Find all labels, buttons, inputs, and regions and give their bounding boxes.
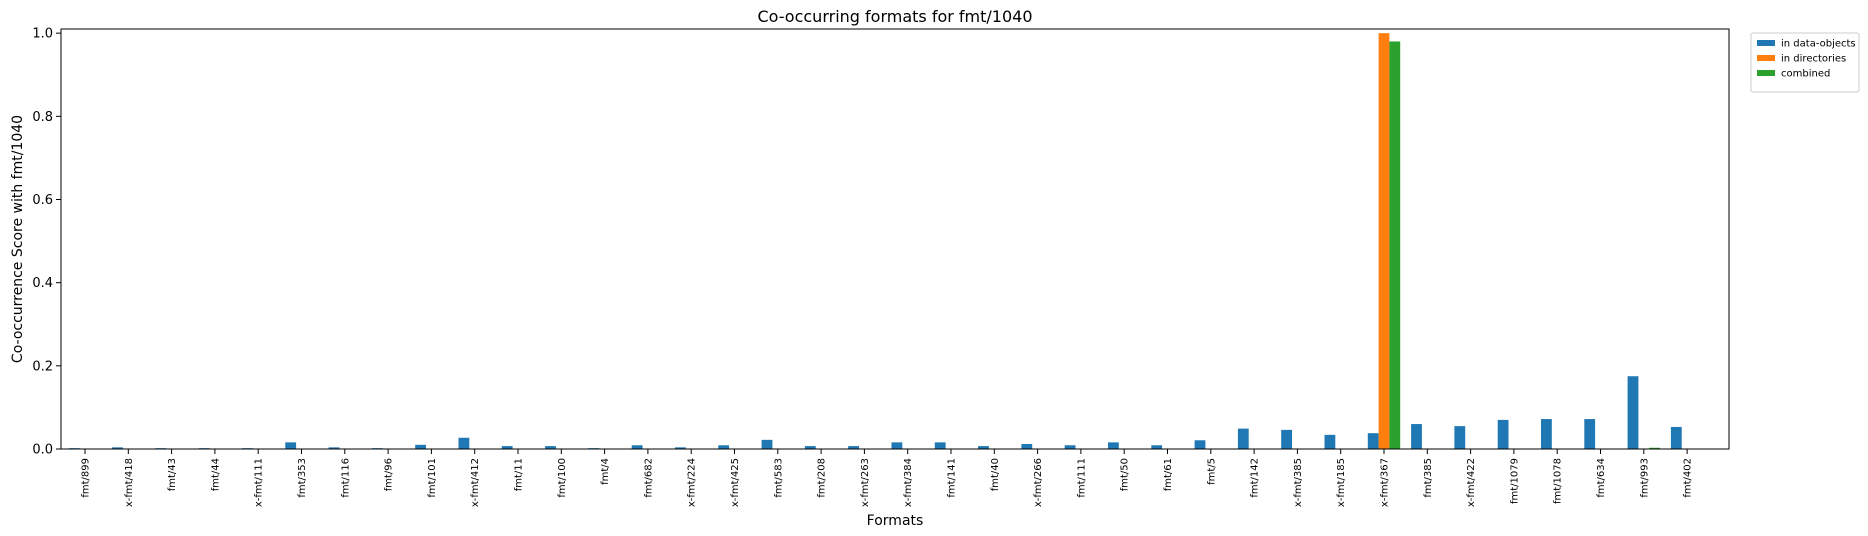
bar-in-data-objects-x-fmt/367 bbox=[1367, 433, 1379, 449]
bar-in-data-objects-x-fmt/425 bbox=[718, 445, 730, 449]
bar-in-data-objects-fmt/50 bbox=[1108, 442, 1119, 449]
x-tick-label: fmt/385 bbox=[1423, 458, 1434, 498]
x-tick-label: fmt/50 bbox=[1120, 458, 1131, 491]
y-tick-label: 0.2 bbox=[32, 359, 53, 374]
bar-in-data-objects-fmt/1079 bbox=[1497, 419, 1509, 449]
bar-in-data-objects-fmt/116 bbox=[328, 447, 340, 449]
bar-in-data-objects-fmt/634 bbox=[1584, 419, 1596, 449]
y-tick-label: 1.0 bbox=[32, 27, 53, 42]
x-tick-label: fmt/5 bbox=[1206, 458, 1217, 485]
bar-in-data-objects-fmt/583 bbox=[761, 439, 773, 449]
bar-in-data-objects-fmt/101 bbox=[415, 444, 426, 449]
legend: in data-objects in directories combined bbox=[1750, 32, 1860, 93]
x-tick-label: fmt/208 bbox=[817, 458, 828, 498]
x-tick-label: fmt/116 bbox=[340, 458, 351, 498]
x-tick-label: x-fmt/263 bbox=[860, 458, 871, 507]
x-tick-label: fmt/40 bbox=[990, 458, 1001, 491]
bar-in-data-objects-fmt/11 bbox=[501, 446, 513, 449]
x-tick-label: fmt/353 bbox=[297, 458, 308, 498]
x-tick-label: fmt/96 bbox=[384, 458, 395, 491]
x-tick-label: fmt/682 bbox=[643, 458, 654, 498]
x-tick-label: x-fmt/412 bbox=[470, 458, 481, 507]
bar-in-data-objects-fmt/141 bbox=[934, 442, 946, 449]
y-axis-label: Co-occurrence Score with fmt/1040 bbox=[10, 115, 26, 363]
bar-in-data-objects-fmt/208 bbox=[804, 446, 816, 449]
legend-box bbox=[1750, 32, 1860, 93]
x-tick-label: x-fmt/425 bbox=[730, 458, 741, 507]
x-tick-label: x-fmt/111 bbox=[254, 458, 265, 507]
legend-swatch bbox=[1757, 40, 1775, 46]
bar-in-data-objects-x-fmt/266 bbox=[1021, 444, 1033, 449]
x-tick-label: x-fmt/185 bbox=[1336, 458, 1347, 507]
x-tick-label: fmt/634 bbox=[1596, 458, 1607, 498]
x-tick-label: fmt/402 bbox=[1683, 458, 1694, 498]
y-tick-label: 0.8 bbox=[32, 110, 53, 125]
y-tick-label: 0.0 bbox=[32, 443, 53, 458]
x-axis-label: Formats bbox=[867, 513, 924, 529]
x-tick-label: fmt/141 bbox=[947, 458, 958, 498]
x-tick-label: fmt/11 bbox=[514, 458, 525, 491]
x-tick-label: fmt/993 bbox=[1639, 458, 1650, 498]
legend-label: in directories bbox=[1781, 54, 1846, 65]
x-tick-label: fmt/43 bbox=[167, 458, 178, 491]
y-tick-label: 0.6 bbox=[32, 193, 53, 208]
bar-in-data-objects-fmt/682 bbox=[631, 445, 643, 449]
x-tick-label: fmt/61 bbox=[1163, 458, 1174, 491]
x-tick-label: fmt/583 bbox=[773, 458, 784, 498]
x-tick-label: fmt/1078 bbox=[1553, 458, 1564, 504]
legend-swatch bbox=[1757, 70, 1775, 76]
x-tick-label: fmt/899 bbox=[81, 458, 92, 498]
bar-in-data-objects-fmt/353 bbox=[285, 442, 297, 449]
bar-in-data-objects-fmt/142 bbox=[1237, 428, 1249, 449]
x-tick-label: fmt/101 bbox=[427, 458, 438, 498]
x-tick-label: x-fmt/384 bbox=[903, 458, 914, 507]
x-tick-label: x-fmt/418 bbox=[124, 458, 135, 507]
bar-in-directories-x-fmt/367 bbox=[1378, 33, 1390, 449]
legend-label: in data-objects bbox=[1781, 39, 1856, 50]
bar-in-data-objects-fmt/385 bbox=[1411, 424, 1422, 449]
x-tick-label: fmt/111 bbox=[1076, 458, 1087, 498]
bar-in-data-objects-fmt/100 bbox=[545, 446, 556, 449]
bar-in-data-objects-x-fmt/185 bbox=[1324, 434, 1336, 449]
bar-in-data-objects-x-fmt/263 bbox=[848, 446, 859, 449]
bar-in-data-objects-fmt/5 bbox=[1194, 440, 1206, 449]
bar-in-data-objects-x-fmt/422 bbox=[1454, 426, 1466, 449]
bar-combined-x-fmt/367 bbox=[1389, 41, 1401, 449]
x-tick-label: fmt/4 bbox=[600, 458, 611, 485]
bar-combined-fmt/993 bbox=[1649, 447, 1660, 449]
bar-in-data-objects-fmt/61 bbox=[1151, 445, 1163, 449]
bar-in-data-objects-fmt/402 bbox=[1670, 426, 1682, 449]
x-tick-label: x-fmt/367 bbox=[1380, 458, 1391, 507]
bar-in-data-objects-x-fmt/384 bbox=[891, 442, 903, 449]
bar-in-data-objects-x-fmt/418 bbox=[112, 447, 123, 449]
x-tick-label: x-fmt/266 bbox=[1033, 458, 1044, 507]
y-tick-label: 0.4 bbox=[32, 276, 53, 291]
plot-frame bbox=[60, 28, 1730, 450]
bar-in-data-objects-x-fmt/385 bbox=[1281, 429, 1292, 449]
bar-in-data-objects-x-fmt/224 bbox=[675, 447, 686, 449]
legend-swatch bbox=[1757, 55, 1775, 61]
x-tick-label: fmt/100 bbox=[557, 458, 568, 498]
x-tick-label: x-fmt/422 bbox=[1466, 458, 1477, 507]
bar-in-data-objects-fmt/993 bbox=[1627, 376, 1639, 449]
x-tick-label: fmt/142 bbox=[1250, 458, 1261, 498]
bars-group bbox=[68, 33, 1682, 449]
bar-in-data-objects-fmt/111 bbox=[1064, 445, 1076, 449]
bar-in-data-objects-fmt/40 bbox=[978, 446, 989, 449]
x-tick-label: fmt/1079 bbox=[1509, 458, 1520, 504]
legend-label: combined bbox=[1781, 69, 1830, 80]
chart-title: Co-occurring formats for fmt/1040 bbox=[757, 7, 1032, 26]
bar-in-data-objects-x-fmt/412 bbox=[458, 437, 470, 449]
x-tick-label: fmt/44 bbox=[210, 458, 221, 491]
x-axis: fmt/899 x-fmt/418 fmt/43 fmt/44 x-fmt/111 fmt… bbox=[81, 449, 1694, 507]
x-tick-label: x-fmt/385 bbox=[1293, 458, 1304, 507]
y-axis: 0.0 0.2 0.4 0.6 0.8 1.0 bbox=[32, 27, 61, 458]
bar-in-data-objects-fmt/1078 bbox=[1541, 419, 1552, 449]
x-tick-label: x-fmt/224 bbox=[687, 458, 698, 507]
